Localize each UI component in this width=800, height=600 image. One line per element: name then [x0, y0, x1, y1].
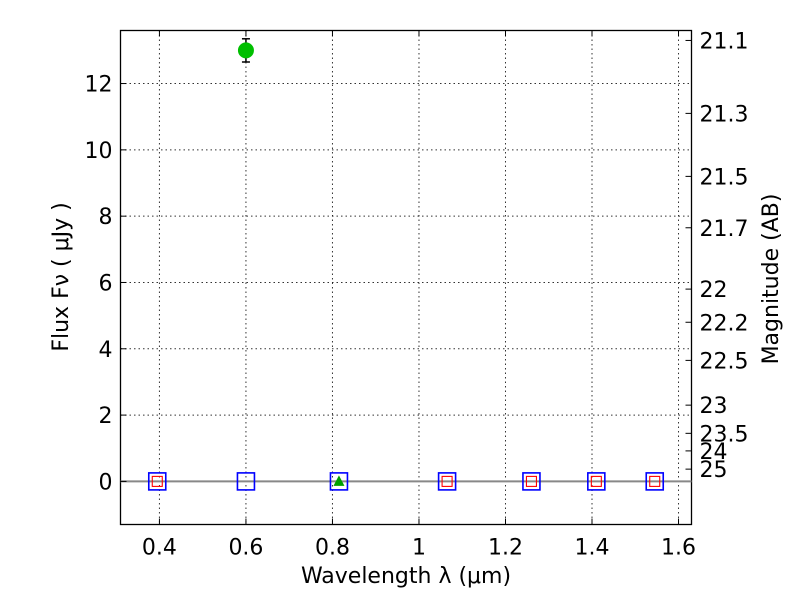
mag-tick-label: 23	[700, 394, 728, 419]
x-tick-label: 0.6	[228, 536, 263, 561]
y-tick-label: 10	[85, 139, 113, 164]
mag-tick-label: 22.5	[700, 349, 749, 374]
x-tick-label: 0.4	[142, 536, 177, 561]
mag-tick-label: 23.5	[700, 422, 749, 447]
x-tick-label: 1.6	[661, 536, 696, 561]
y-axis-label: Flux Fν ( μJy )	[49, 202, 74, 351]
upper-limit-square	[236, 472, 256, 491]
model-square	[649, 475, 661, 487]
x-axis-label: Wavelength λ (μm)	[301, 564, 511, 589]
upper-limit-square	[587, 472, 606, 491]
mag-tick-label: 21.5	[700, 165, 749, 190]
y2-axis-label: Magnitude (AB)	[759, 194, 784, 365]
mag-tick-label: 21.3	[700, 102, 749, 127]
x-tick-label: 1.4	[575, 536, 610, 561]
upper-limit-square	[147, 472, 167, 491]
y-tick-label: 6	[99, 271, 113, 296]
triangle-point	[333, 475, 345, 486]
y-tick-label: 4	[99, 338, 113, 363]
y-tick-label: 8	[99, 205, 113, 230]
y-tick-label: 2	[99, 404, 113, 429]
y-tick-label: 0	[99, 470, 113, 495]
mag-tick-label: 25	[700, 458, 728, 483]
mag-tick-label: 21.7	[700, 217, 749, 242]
mag-tick-label: 24	[700, 440, 728, 465]
mag-tick-label: 22	[700, 278, 728, 303]
model-square	[441, 475, 453, 487]
model-square	[151, 475, 163, 487]
model-square	[590, 475, 602, 487]
plot-frame	[119, 29, 693, 526]
mag-tick-label: 21.1	[700, 29, 749, 54]
x-tick-label: 1.2	[488, 536, 523, 561]
x-tick-label: 0.8	[315, 536, 350, 561]
upper-limit-square	[329, 472, 349, 491]
y-tick-label: 12	[85, 73, 113, 98]
upper-limit-square	[522, 472, 541, 491]
mag-tick-label: 22.2	[700, 311, 749, 336]
detection-point	[237, 42, 254, 59]
model-square	[525, 475, 537, 487]
x-tick-label: 1	[412, 536, 426, 561]
upper-limit-square	[437, 472, 457, 491]
upper-limit-square	[645, 472, 665, 491]
